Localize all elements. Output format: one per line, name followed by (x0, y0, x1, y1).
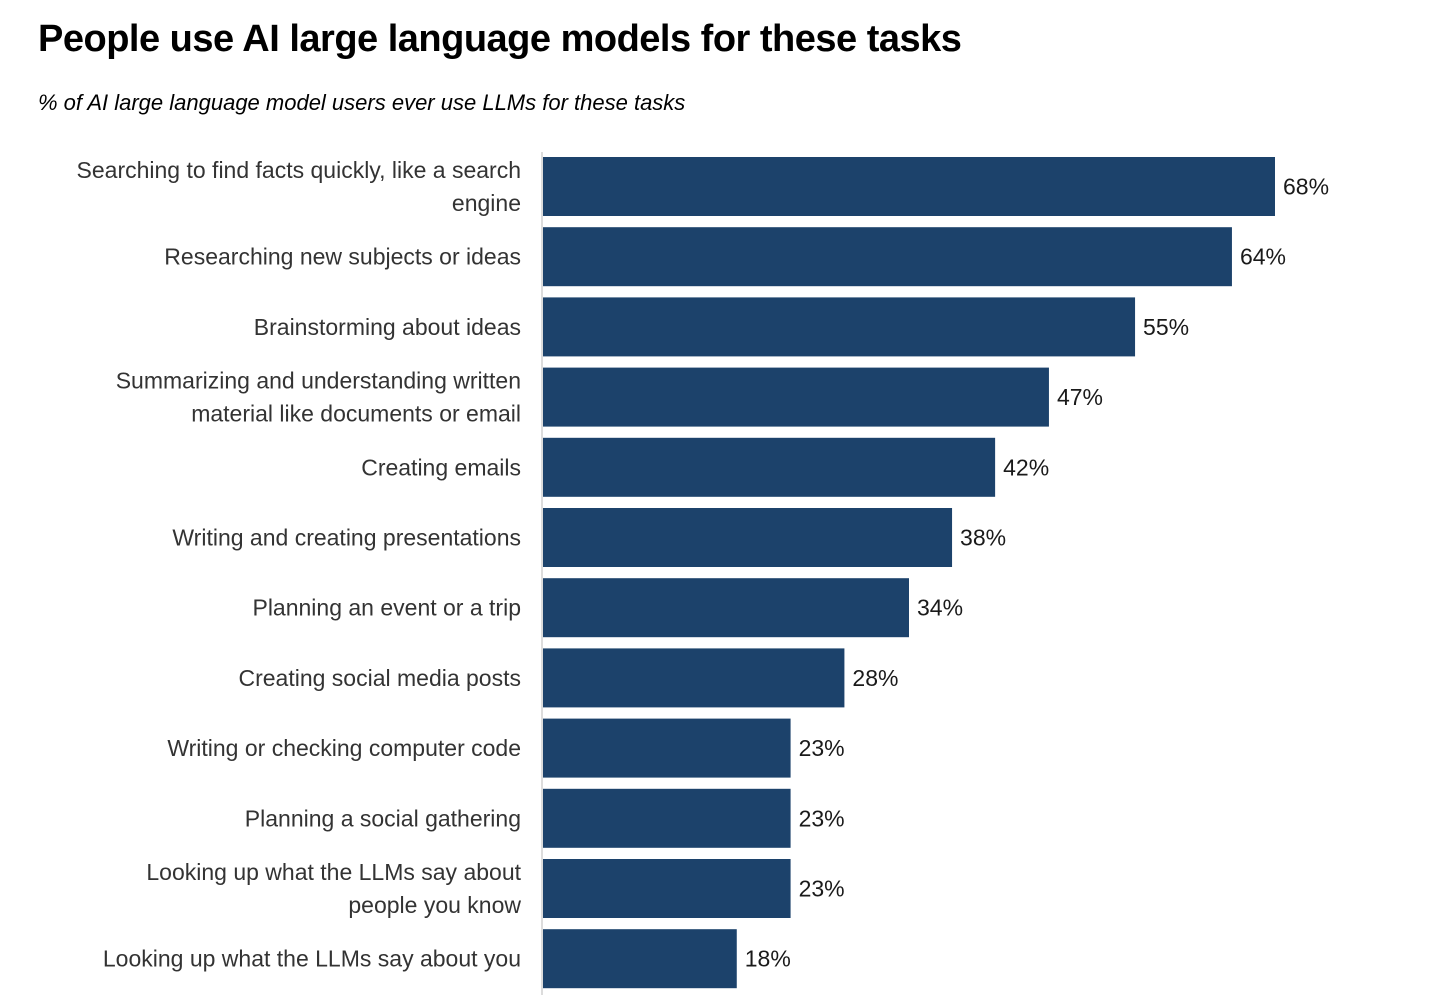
category-label: Brainstorming about ideas (254, 314, 521, 340)
value-label: 64% (1240, 244, 1286, 270)
category-label-line: Summarizing and understanding written (116, 368, 521, 394)
category-label-line: Writing and creating presentations (172, 525, 521, 551)
bar (543, 437, 996, 497)
value-label: 18% (745, 946, 791, 972)
category-label: Searching to find facts quickly, like a … (77, 157, 521, 216)
category-label-line: Writing or checking computer code (167, 735, 521, 761)
bar (543, 648, 845, 708)
value-label: 28% (852, 665, 898, 691)
category-label-line: material like documents or email (191, 401, 521, 427)
category-label: Summarizing and understanding written mat… (116, 368, 521, 427)
category-label-line: Creating social media posts (238, 665, 521, 691)
bar (543, 718, 791, 778)
bar (543, 367, 1049, 427)
category-label: Creating social media posts (238, 665, 521, 691)
category-label: Creating emails (361, 454, 521, 480)
value-label: 42% (1003, 454, 1049, 480)
category-label: Planning an event or a trip (252, 595, 521, 621)
category-label-line: Planning an event or a trip (252, 595, 521, 621)
category-label-line: Looking up what the LLMs say about (146, 859, 521, 885)
category-label-line: Creating emails (361, 454, 521, 480)
bar (543, 157, 1275, 216)
bar (543, 508, 953, 567)
bar (543, 297, 1136, 357)
category-label-line: Brainstorming about ideas (254, 314, 521, 340)
category-label: Researching new subjects or ideas (164, 244, 521, 270)
value-label: 55% (1143, 314, 1189, 340)
value-label: 38% (960, 525, 1006, 551)
category-label: Looking up what the LLMs say about you (103, 946, 521, 972)
category-label-line: engine (452, 190, 521, 216)
value-label: 34% (917, 595, 963, 621)
category-label: Looking up what the LLMs say about people… (146, 859, 521, 918)
value-label: 23% (799, 876, 845, 902)
bar (543, 578, 909, 638)
category-label: Planning a social gathering (245, 805, 521, 831)
category-label: Writing and creating presentations (172, 525, 521, 551)
value-label: 23% (799, 735, 845, 761)
category-label-line: people you know (348, 892, 521, 918)
category-label-line: Searching to find facts quickly, like a … (77, 157, 521, 183)
category-label-line: Looking up what the LLMs say about you (103, 946, 521, 972)
bar (543, 788, 791, 848)
value-label: 47% (1057, 384, 1103, 410)
chart-subtitle: % of AI large language model users ever … (38, 90, 686, 115)
bar (543, 859, 791, 918)
bar (543, 227, 1232, 287)
bar (543, 929, 737, 989)
category-label-line: Planning a social gathering (245, 805, 521, 831)
chart-title: People use AI large language models for … (38, 18, 962, 60)
category-label: Writing or checking computer code (167, 735, 521, 761)
value-label: 68% (1283, 174, 1329, 200)
value-label: 23% (799, 805, 845, 831)
category-label-line: Researching new subjects or ideas (164, 244, 521, 270)
